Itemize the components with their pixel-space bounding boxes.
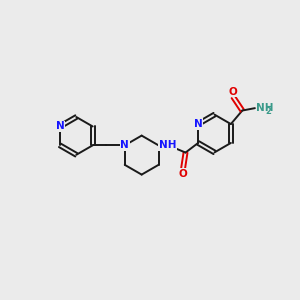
Text: 2: 2: [265, 107, 271, 116]
Text: NH: NH: [159, 140, 176, 150]
Text: O: O: [179, 169, 188, 179]
Text: O: O: [229, 87, 238, 97]
Text: NH: NH: [256, 103, 274, 113]
Text: N: N: [56, 122, 64, 131]
Text: N: N: [194, 119, 203, 129]
Text: N: N: [120, 140, 129, 150]
